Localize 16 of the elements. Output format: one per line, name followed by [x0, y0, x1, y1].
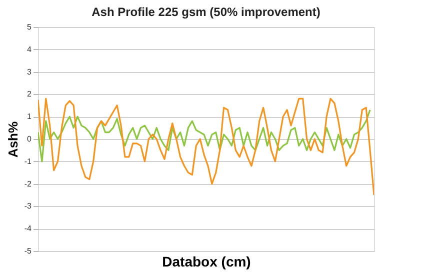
y-tick-label: 3: [27, 67, 32, 76]
line-series: [38, 98, 374, 196]
y-tick-label: 4: [27, 44, 32, 54]
y-tick-label: 2: [27, 90, 32, 99]
y-tick-label: 0: [27, 134, 32, 144]
y-tick-label: -4: [24, 224, 32, 234]
y-tick-label: -3: [24, 202, 32, 211]
y-tick-label: -1: [24, 156, 32, 166]
line-series: [38, 109, 371, 162]
y-tick-label: -2: [24, 179, 32, 188]
y-tick-label: -5: [24, 246, 32, 256]
y-tick-label: 5: [27, 22, 32, 32]
y-axis-title: Ash%: [5, 121, 20, 158]
chart-title: Ash Profile 225 gsm (50% improvement): [92, 5, 320, 19]
y-tick-label: 1: [27, 112, 32, 122]
x-axis-title: Databox (cm): [162, 254, 251, 270]
